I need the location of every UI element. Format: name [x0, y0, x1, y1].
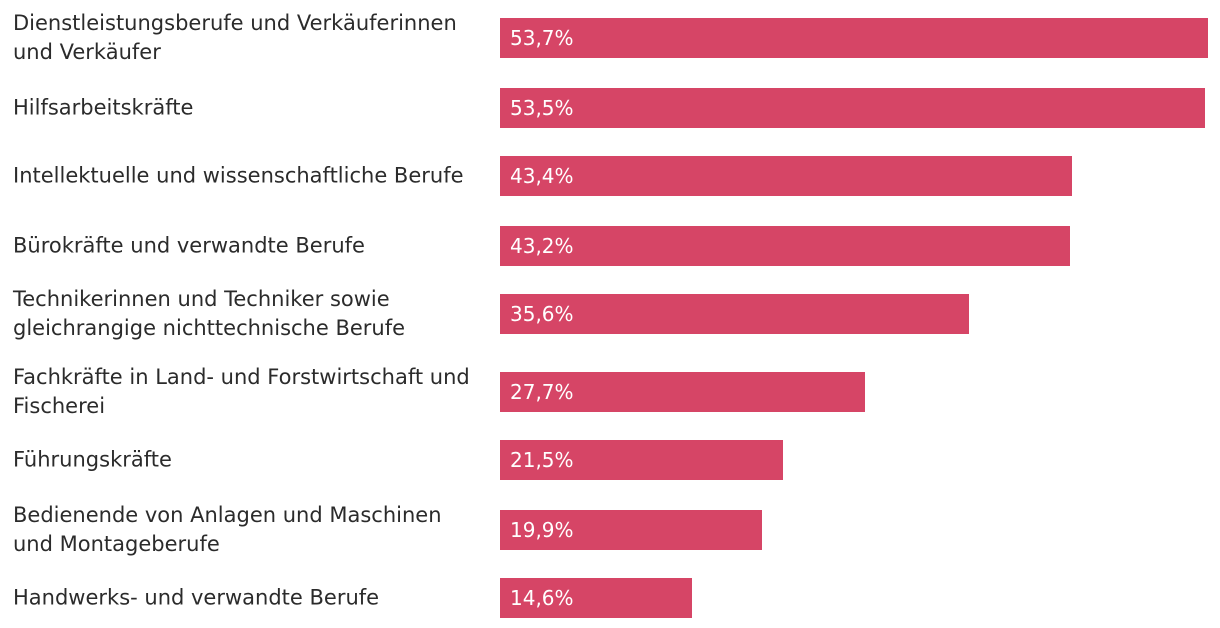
- bar: 19,9%: [500, 510, 762, 550]
- bar-row: Bedienende von Anlagen und Maschinen und…: [0, 503, 1220, 556]
- bar: 53,7%: [500, 18, 1208, 58]
- bar-row: Technikerinnen und Techniker sowie gleic…: [0, 287, 1220, 340]
- bar-value-label: 19,9%: [510, 518, 574, 542]
- bar-value-label: 35,6%: [510, 302, 574, 326]
- bar-row: Dienstleistungsberufe und Verkäuferinnen…: [0, 11, 1220, 64]
- bar-value-label: 43,2%: [510, 234, 574, 258]
- bar: 21,5%: [500, 440, 783, 480]
- category-label: Bedienende von Anlagen und Maschinen und…: [13, 503, 442, 556]
- bar-row: Bürokräfte und verwandte Berufe 43,2%: [0, 226, 1220, 266]
- bar-row: Intellektuelle und wissenschaftliche Ber…: [0, 156, 1220, 196]
- bar-row: Hilfsarbeitskräfte 53,5%: [0, 88, 1220, 128]
- bar: 53,5%: [500, 88, 1205, 128]
- bar: 43,4%: [500, 156, 1072, 196]
- bar-row: Handwerks- und verwandte Berufe 14,6%: [0, 578, 1220, 618]
- category-label: Handwerks- und verwandte Berufe: [13, 585, 380, 610]
- category-label: Führungskräfte: [13, 447, 172, 472]
- bar-row: Fachkräfte in Land- und Forstwirtschaft …: [0, 365, 1220, 418]
- bar-value-label: 21,5%: [510, 448, 574, 472]
- bar: 35,6%: [500, 294, 969, 334]
- category-label: Bürokräfte und verwandte Berufe: [13, 233, 365, 258]
- bar-row: Führungskräfte 21,5%: [0, 440, 1220, 480]
- category-label: Hilfsarbeitskräfte: [13, 95, 194, 120]
- category-label: Dienstleistungsberufe und Verkäuferinnen…: [13, 11, 457, 64]
- bar-value-label: 14,6%: [510, 586, 574, 610]
- bar-value-label: 53,7%: [510, 26, 574, 50]
- bar: 14,6%: [500, 578, 692, 618]
- category-label: Fachkräfte in Land- und Forstwirtschaft …: [13, 365, 470, 418]
- category-label: Technikerinnen und Techniker sowie gleic…: [13, 287, 406, 340]
- bar: 27,7%: [500, 372, 865, 412]
- bar-value-label: 53,5%: [510, 96, 574, 120]
- bar: 43,2%: [500, 226, 1070, 266]
- category-label: Intellektuelle und wissenschaftliche Ber…: [13, 163, 464, 188]
- bar-value-label: 27,7%: [510, 380, 574, 404]
- bar-value-label: 43,4%: [510, 164, 574, 188]
